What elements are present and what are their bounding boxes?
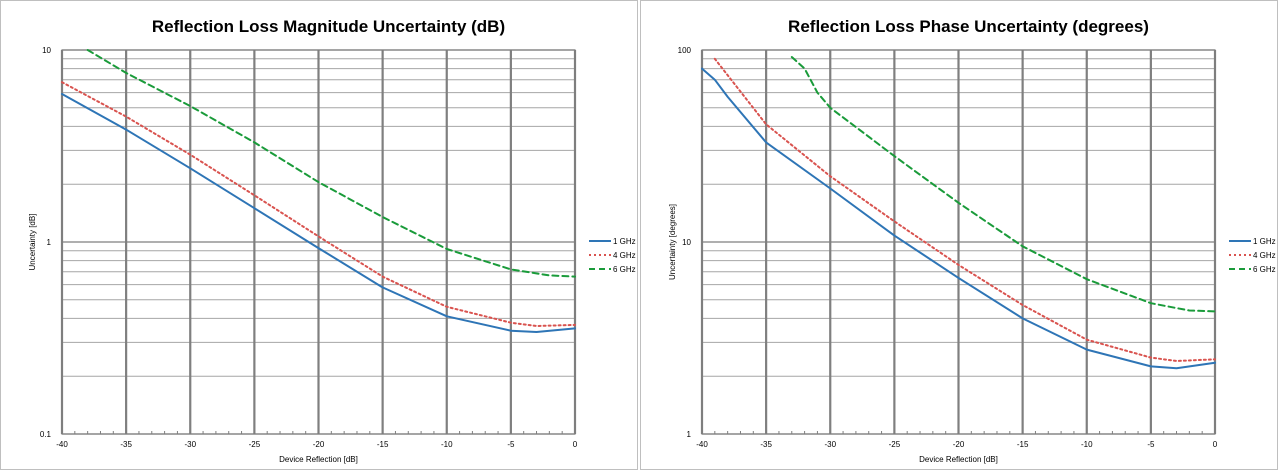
phase-x-tick-label: 0 bbox=[1213, 440, 1218, 449]
magnitude-x-tick-label: -10 bbox=[441, 440, 453, 449]
magnitude-x-tick-label: -25 bbox=[249, 440, 261, 449]
magnitude-x-tick-label: -15 bbox=[377, 440, 389, 449]
phase-x-axis-label: Device Reflection [dB] bbox=[919, 455, 998, 464]
magnitude-series-line-6-ghz bbox=[86, 49, 576, 278]
phase-x-tick-label: -5 bbox=[1147, 440, 1155, 449]
phase-grid bbox=[700, 49, 1217, 435]
phase-x-tick-label: -15 bbox=[1017, 440, 1029, 449]
phase-series-line-4-ghz bbox=[713, 57, 1216, 362]
phase-legend-label: 1 GHz bbox=[1253, 237, 1276, 246]
phase-legend-label: 4 GHz bbox=[1253, 251, 1276, 260]
magnitude-y-axis-label: Uncertainty [dB] bbox=[28, 214, 37, 271]
phase-y-tick-label: 10 bbox=[682, 238, 691, 247]
phase-x-tick-label: -20 bbox=[953, 440, 965, 449]
phase-x-tick-label: -25 bbox=[889, 440, 901, 449]
magnitude-chart-panel: Reflection Loss Magnitude Uncertainty (d… bbox=[0, 0, 638, 470]
phase-series-line-1-ghz bbox=[701, 67, 1216, 370]
magnitude-legend-label: 4 GHz bbox=[613, 251, 636, 260]
magnitude-y-tick-label: 0.1 bbox=[40, 430, 52, 439]
phase-plot-area bbox=[701, 49, 1216, 435]
phase-x-tick-label: -40 bbox=[696, 440, 708, 449]
phase-x-tick-label: -30 bbox=[824, 440, 836, 449]
magnitude-y-tick-label: 1 bbox=[47, 238, 52, 247]
magnitude-x-tick-label: -20 bbox=[313, 440, 325, 449]
phase-series-line-6-ghz bbox=[790, 56, 1216, 313]
magnitude-plot-area bbox=[61, 49, 576, 435]
magnitude-y-tick-label: 10 bbox=[42, 46, 51, 55]
phase-chart-svg: Reflection Loss Phase Uncertainty (degre… bbox=[668, 17, 1276, 464]
phase-y-tick-label: 100 bbox=[678, 46, 692, 55]
phase-legend-label: 6 GHz bbox=[1253, 265, 1276, 274]
magnitude-x-axis-label: Device Reflection [dB] bbox=[279, 455, 358, 464]
magnitude-chart-svg: Reflection Loss Magnitude Uncertainty (d… bbox=[28, 17, 636, 464]
magnitude-grid bbox=[60, 49, 577, 435]
phase-x-tick-label: -35 bbox=[760, 440, 772, 449]
magnitude-x-tick-label: -30 bbox=[184, 440, 196, 449]
magnitude-legend-label: 1 GHz bbox=[613, 237, 636, 246]
phase-chart-panel: Reflection Loss Phase Uncertainty (degre… bbox=[640, 0, 1278, 470]
magnitude-x-tick-label: -40 bbox=[56, 440, 68, 449]
magnitude-x-tick-label: 0 bbox=[573, 440, 578, 449]
magnitude-legend-label: 6 GHz bbox=[613, 265, 636, 274]
magnitude-legend: 1 GHz 4 GHz 6 GHz bbox=[589, 237, 636, 274]
phase-y-axis-label: Uncertainty [degrees] bbox=[668, 204, 677, 280]
magnitude-x-tick-label: -35 bbox=[120, 440, 132, 449]
phase-chart-title: Reflection Loss Phase Uncertainty (degre… bbox=[788, 17, 1149, 36]
magnitude-chart-title: Reflection Loss Magnitude Uncertainty (d… bbox=[152, 17, 505, 36]
magnitude-x-tick-label: -5 bbox=[507, 440, 515, 449]
magnitude-series-line-4-ghz bbox=[61, 81, 576, 327]
phase-x-tick-label: -10 bbox=[1081, 440, 1093, 449]
magnitude-series-line-1-ghz bbox=[61, 93, 576, 333]
phase-y-tick-label: 1 bbox=[687, 430, 692, 439]
phase-legend: 1 GHz 4 GHz 6 GHz bbox=[1229, 237, 1276, 274]
